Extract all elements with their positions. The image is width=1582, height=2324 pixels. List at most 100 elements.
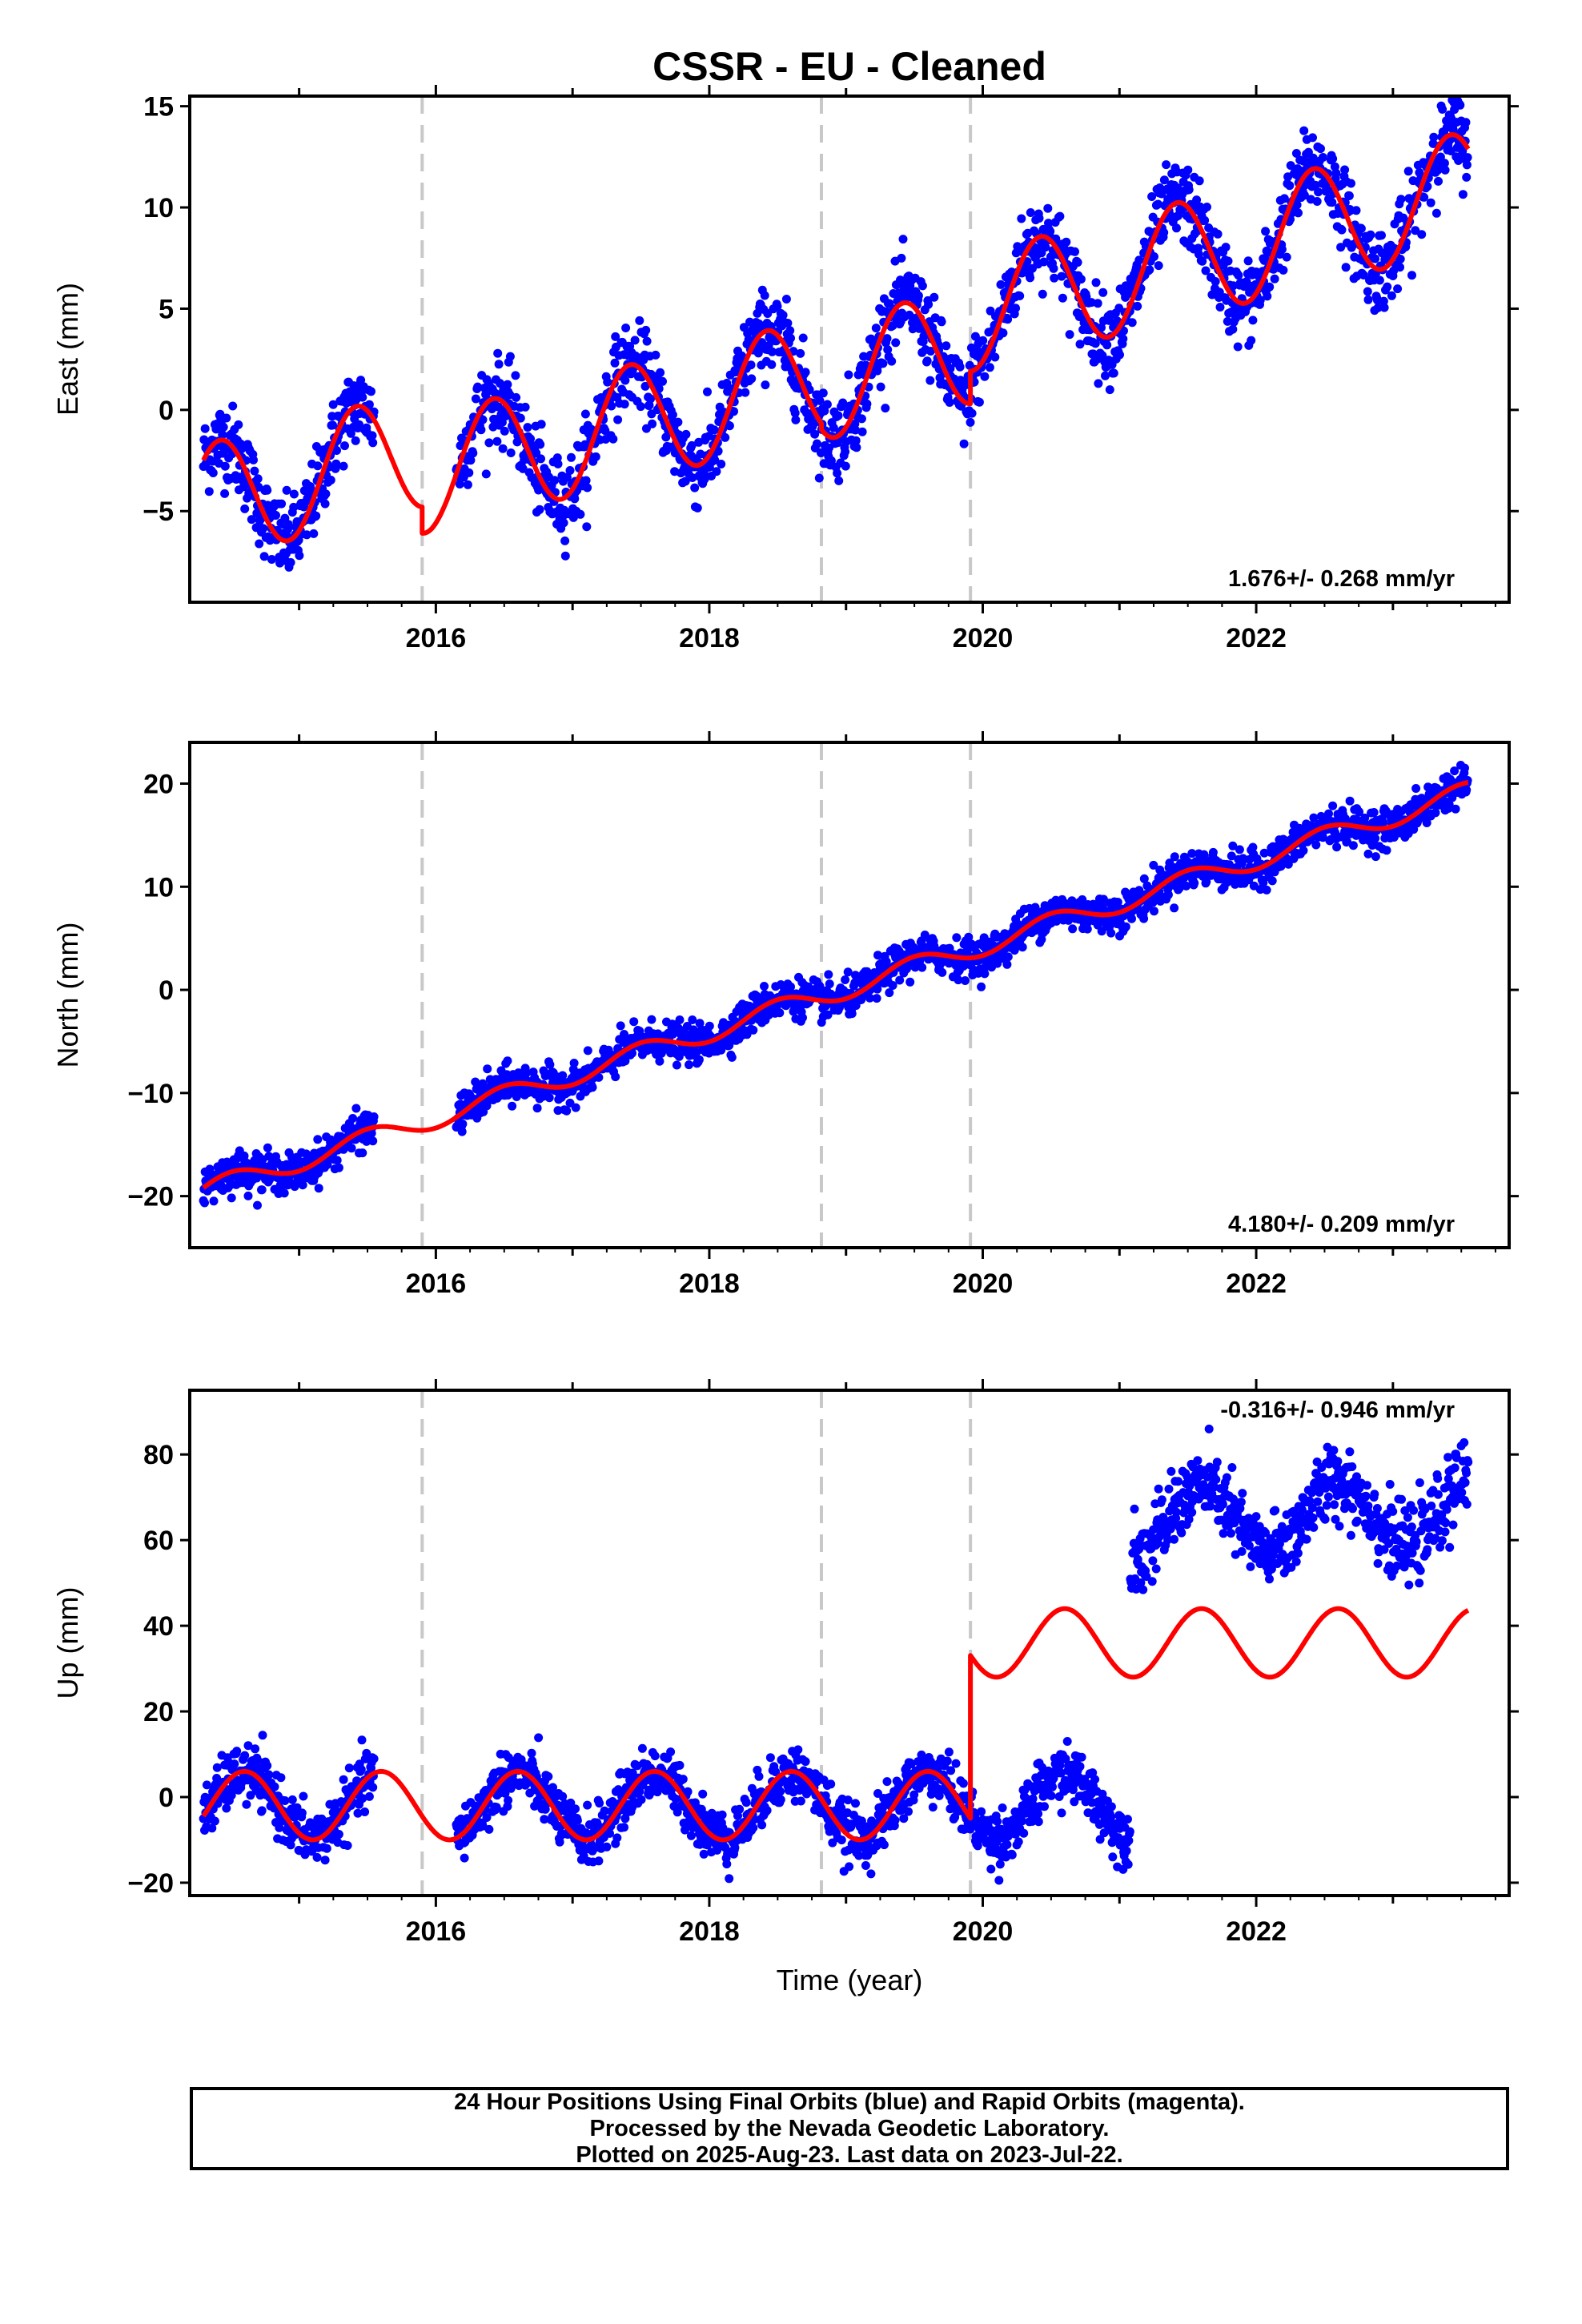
data-point bbox=[1202, 877, 1211, 887]
data-point bbox=[267, 555, 276, 564]
data-point bbox=[1379, 303, 1389, 312]
data-point bbox=[1463, 153, 1472, 163]
data-point bbox=[1234, 271, 1243, 280]
data-point bbox=[1026, 273, 1035, 283]
data-point bbox=[985, 363, 994, 372]
data-point bbox=[545, 1059, 555, 1069]
data-point bbox=[518, 464, 528, 473]
data-point bbox=[1411, 784, 1421, 793]
data-point bbox=[1015, 292, 1025, 300]
data-point bbox=[265, 1175, 275, 1184]
data-point bbox=[1184, 185, 1194, 195]
data-point bbox=[559, 518, 568, 528]
data-point bbox=[286, 557, 295, 567]
data-point bbox=[721, 432, 730, 442]
data-point bbox=[843, 967, 853, 977]
data-point bbox=[1263, 292, 1272, 301]
data-point bbox=[600, 426, 610, 436]
data-point bbox=[1382, 846, 1391, 855]
data-point bbox=[1363, 295, 1373, 304]
data-point bbox=[204, 487, 214, 497]
data-point bbox=[1309, 813, 1319, 822]
data-point bbox=[259, 552, 269, 561]
data-point bbox=[270, 1782, 279, 1791]
velocity-rate-label: 1.676+/- 0.268 mm/yr bbox=[1228, 566, 1455, 592]
data-point bbox=[232, 1747, 242, 1756]
data-point bbox=[460, 1853, 469, 1863]
data-point bbox=[1265, 282, 1275, 292]
data-point bbox=[279, 1188, 289, 1198]
data-point bbox=[810, 429, 820, 439]
data-point bbox=[1377, 231, 1386, 240]
data-point bbox=[898, 235, 908, 244]
data-point bbox=[512, 392, 521, 402]
data-point bbox=[314, 1184, 323, 1193]
data-point bbox=[674, 1051, 684, 1061]
data-point bbox=[1403, 167, 1413, 176]
data-point bbox=[1093, 299, 1102, 308]
data-point bbox=[760, 982, 769, 991]
data-point bbox=[1283, 859, 1293, 869]
data-point bbox=[527, 1748, 536, 1758]
data-point bbox=[775, 1008, 785, 1018]
data-point bbox=[1163, 890, 1173, 899]
data-point bbox=[655, 1056, 665, 1066]
data-point bbox=[980, 372, 990, 381]
data-point bbox=[885, 988, 894, 998]
data-point bbox=[353, 1808, 363, 1818]
data-point bbox=[636, 402, 645, 412]
data-point bbox=[1091, 278, 1101, 287]
data-point bbox=[1121, 922, 1130, 931]
data-point bbox=[532, 1104, 542, 1113]
data-point bbox=[1078, 895, 1087, 904]
data-point bbox=[952, 933, 962, 943]
data-point bbox=[1311, 180, 1320, 190]
data-point bbox=[523, 423, 532, 432]
data-point bbox=[1211, 277, 1220, 286]
data-point bbox=[881, 404, 890, 413]
data-point bbox=[749, 1025, 758, 1035]
data-point bbox=[1198, 256, 1207, 266]
data-point bbox=[1328, 801, 1338, 810]
data-point bbox=[647, 1015, 656, 1024]
data-point bbox=[1058, 293, 1067, 303]
data-point bbox=[309, 529, 319, 538]
data-point bbox=[1331, 168, 1341, 178]
data-point bbox=[693, 503, 702, 513]
data-point bbox=[1227, 851, 1236, 861]
data-point bbox=[218, 430, 227, 440]
data-point bbox=[1434, 176, 1443, 186]
data-point bbox=[852, 443, 861, 452]
data-point bbox=[1324, 809, 1333, 818]
data-point bbox=[364, 400, 374, 409]
data-point bbox=[897, 253, 906, 263]
data-point bbox=[492, 436, 502, 446]
data-point bbox=[1393, 284, 1403, 294]
data-point bbox=[1291, 149, 1301, 158]
data-point bbox=[1002, 959, 1012, 969]
data-point bbox=[358, 392, 367, 402]
data-point bbox=[881, 957, 891, 967]
data-point bbox=[1170, 903, 1179, 913]
data-point bbox=[555, 1837, 564, 1847]
panel-frame bbox=[188, 94, 1511, 604]
data-point bbox=[862, 399, 872, 408]
data-point bbox=[240, 504, 250, 513]
data-point bbox=[1221, 243, 1231, 252]
data-point bbox=[1345, 796, 1355, 806]
data-point bbox=[1098, 287, 1108, 297]
data-point bbox=[1462, 786, 1472, 794]
data-point bbox=[234, 420, 243, 429]
data-point bbox=[1223, 256, 1233, 266]
data-point bbox=[494, 360, 504, 369]
data-point bbox=[1347, 179, 1355, 188]
data-point bbox=[476, 425, 486, 435]
data-point bbox=[729, 407, 738, 416]
data-point bbox=[1038, 289, 1047, 299]
data-point bbox=[917, 281, 927, 291]
data-point bbox=[1363, 287, 1372, 296]
x-tick-label: 2018 bbox=[679, 1269, 740, 1299]
data-point bbox=[243, 1741, 253, 1751]
data-point bbox=[282, 485, 291, 495]
